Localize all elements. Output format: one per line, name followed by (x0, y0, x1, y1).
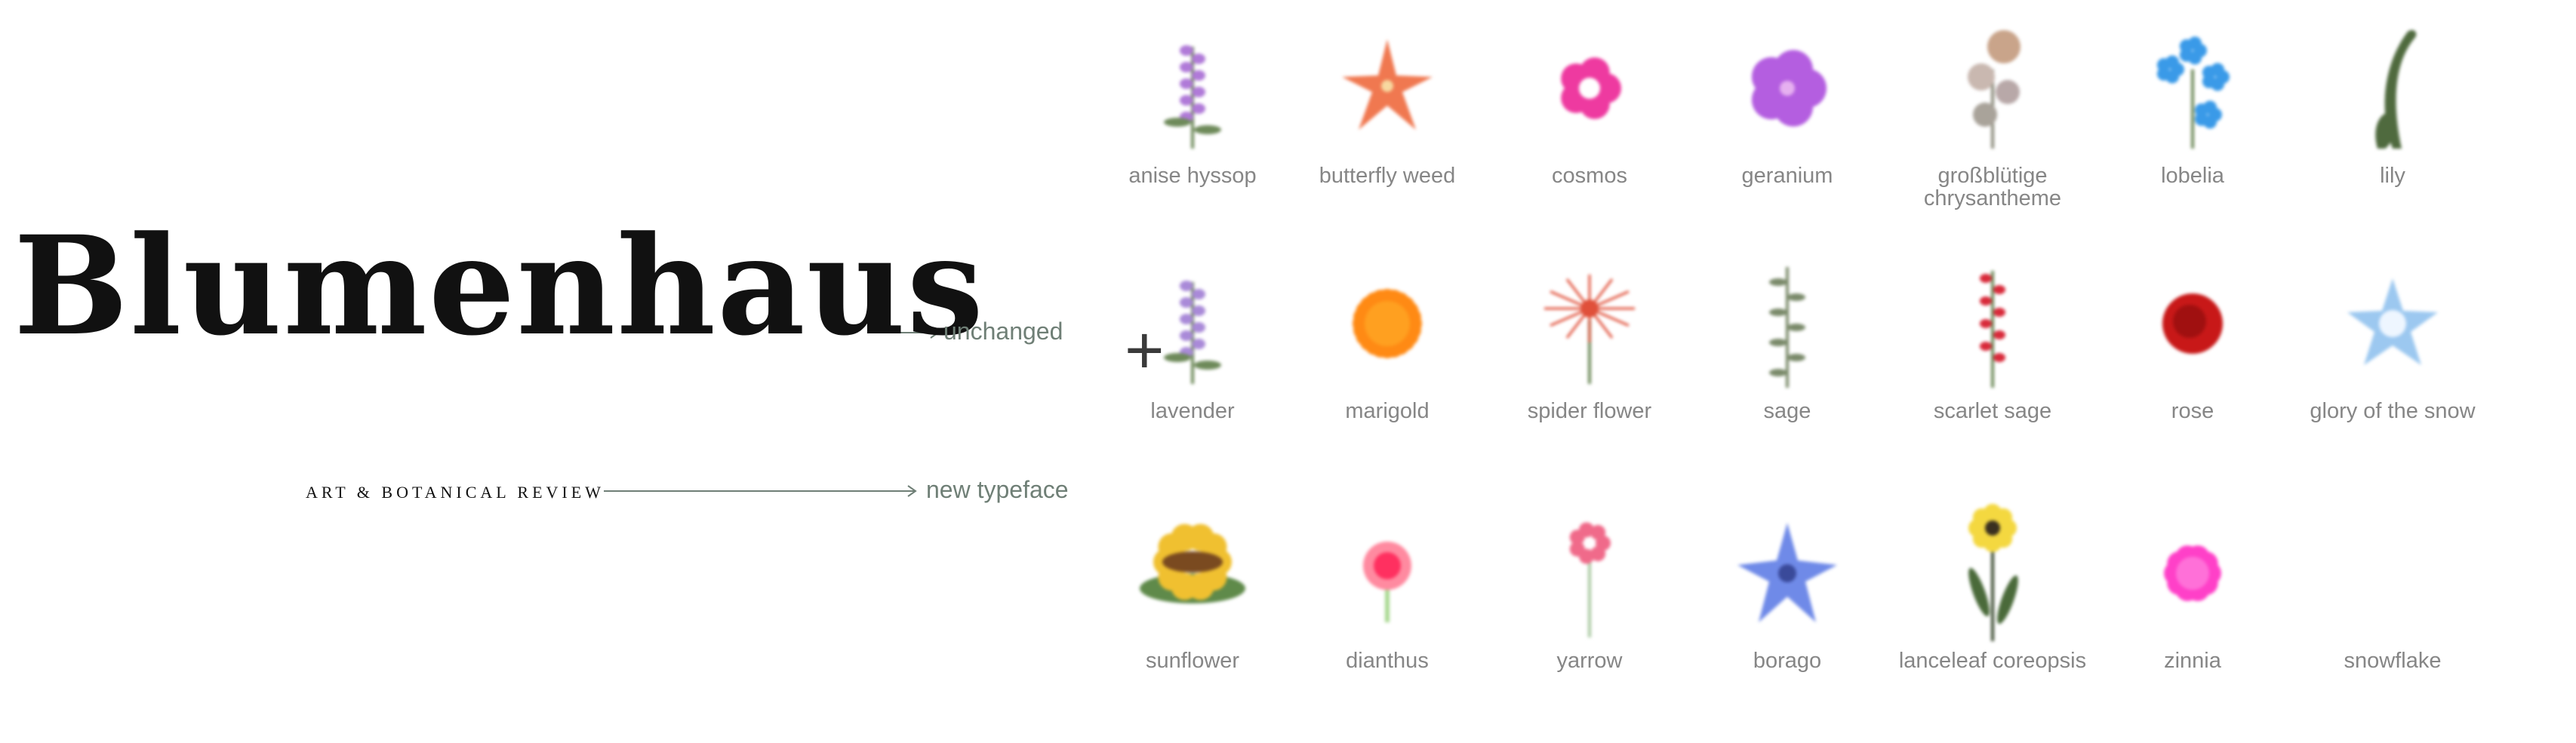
scarlet-sage-icon-glyph (1980, 271, 2005, 388)
cosmos-icon-glyph (1561, 57, 1621, 119)
flower-label: lily (2380, 164, 2405, 188)
flower-label: rose (2171, 399, 2214, 423)
flower-tile: scarlet sage (1887, 252, 2098, 493)
borago-icon (1737, 523, 1837, 622)
anise-hyssop-icon-glyph (1164, 45, 1221, 149)
lobelia-icon-glyph (2156, 36, 2230, 149)
butterfly-weed-icon-glyph (1342, 39, 1433, 130)
flower-tile: borago (1682, 502, 1893, 743)
lily-icon-glyph (2375, 29, 2417, 149)
flower-tile: großblütige chrysantheme (1887, 17, 2098, 258)
coreopsis-icon-glyph (1968, 504, 2018, 641)
snowflake-icon (2385, 566, 2400, 581)
flower-tile: yarrow (1484, 502, 1695, 743)
sage-icon-glyph (1769, 267, 1805, 388)
flower-label: spider flower (1527, 399, 1652, 423)
flower-tile: lobelia (2087, 17, 2298, 258)
flower-tile: dianthus (1282, 502, 1493, 743)
geranium-icon (1751, 50, 1827, 127)
rose-icon-glyph (2162, 293, 2223, 354)
borago-icon-glyph (1737, 523, 1837, 622)
glory-of-the-snow-icon (2347, 278, 2438, 365)
lobelia-icon (2156, 36, 2230, 149)
marigold-icon-glyph (1353, 289, 1422, 358)
arrowhead-new-typeface (907, 485, 917, 497)
flower-tile: snowflake (2287, 502, 2498, 743)
sunflower-icon-glyph (1140, 523, 1245, 603)
zinnia-icon (2164, 545, 2221, 601)
flower-label: lobelia (2161, 164, 2224, 188)
butterfly-weed-icon (1342, 39, 1433, 130)
sage-icon (1769, 267, 1805, 388)
cosmos-icon (1561, 57, 1621, 119)
flower-label: dianthus (1346, 649, 1429, 673)
anise-hyssop-icon (1164, 45, 1221, 149)
flower-tile: lavender (1087, 252, 1298, 493)
scarlet-sage-icon (1980, 271, 2005, 388)
flower-tile: zinnia (2087, 502, 2298, 743)
annotation-arrows (604, 327, 940, 497)
flower-label: geranium (1741, 164, 1833, 188)
spider-flower-icon (1544, 275, 1635, 384)
brand-tagline: ART & BOTANICAL REVIEW (306, 483, 605, 502)
flower-tile: marigold (1282, 252, 1493, 493)
flower-tile: spider flower (1484, 252, 1695, 493)
flower-tile: anise hyssop (1087, 17, 1298, 258)
flower-label: yarrow (1556, 649, 1623, 673)
flower-tile: butterfly weed (1282, 17, 1493, 258)
rose-icon (2162, 293, 2223, 354)
dianthus-icon-glyph (1363, 542, 1411, 622)
coreopsis-icon (1968, 504, 2018, 641)
flower-tile: cosmos (1484, 17, 1695, 258)
dianthus-icon (1363, 542, 1411, 622)
lily-icon (2375, 29, 2417, 149)
flower-label: lanceleaf coreopsis (1898, 649, 2087, 673)
snowflake-icon-glyph (2385, 566, 2400, 581)
glory-of-the-snow-icon-glyph (2347, 278, 2438, 365)
chrysanthemum-icon (1968, 30, 2020, 149)
flower-label: sage (1763, 399, 1811, 423)
flower-tile: rose (2087, 252, 2298, 493)
sunflower-icon (1140, 523, 1245, 603)
marigold-icon (1353, 289, 1422, 358)
flower-label: cosmos (1552, 164, 1627, 188)
flower-tile: sage (1682, 252, 1893, 493)
flower-tile: lily (2287, 17, 2498, 258)
flower-tile: glory of the snow (2287, 252, 2498, 493)
yarrow-icon (1569, 522, 1611, 637)
flower-label: lavender (1150, 399, 1235, 423)
flower-label: anise hyssop (1128, 164, 1257, 188)
spider-flower-icon-glyph (1544, 275, 1635, 384)
plus-sign: + (1125, 313, 1165, 388)
flower-label: scarlet sage (1933, 399, 2052, 423)
lavender-icon-glyph (1164, 281, 1221, 384)
lavender-icon (1164, 281, 1221, 384)
flower-label: borago (1753, 649, 1822, 673)
zinnia-icon-glyph (2164, 545, 2221, 601)
flower-tile: sunflower (1087, 502, 1298, 743)
flower-label: snowflake (2344, 649, 2442, 673)
chrysanthemum-icon-glyph (1968, 30, 2020, 149)
flower-tile: lanceleaf coreopsis (1887, 502, 2098, 743)
geranium-icon-glyph (1751, 50, 1827, 127)
flower-label: zinnia (2164, 649, 2221, 673)
flower-label: marigold (1345, 399, 1430, 423)
flower-label: großblütige chrysantheme (1923, 164, 2062, 210)
flower-label: sunflower (1145, 649, 1240, 673)
flower-label: butterfly weed (1319, 164, 1456, 188)
flower-tile: geranium (1682, 17, 1893, 258)
brand-logo: Blumenhaus (14, 207, 985, 366)
yarrow-icon-glyph (1569, 522, 1611, 637)
flower-label: glory of the snow (2310, 399, 2476, 423)
note-unchanged: unchanged (943, 318, 1063, 345)
note-new-typeface: new typeface (926, 476, 1069, 503)
arrowhead-unchanged (930, 327, 940, 339)
